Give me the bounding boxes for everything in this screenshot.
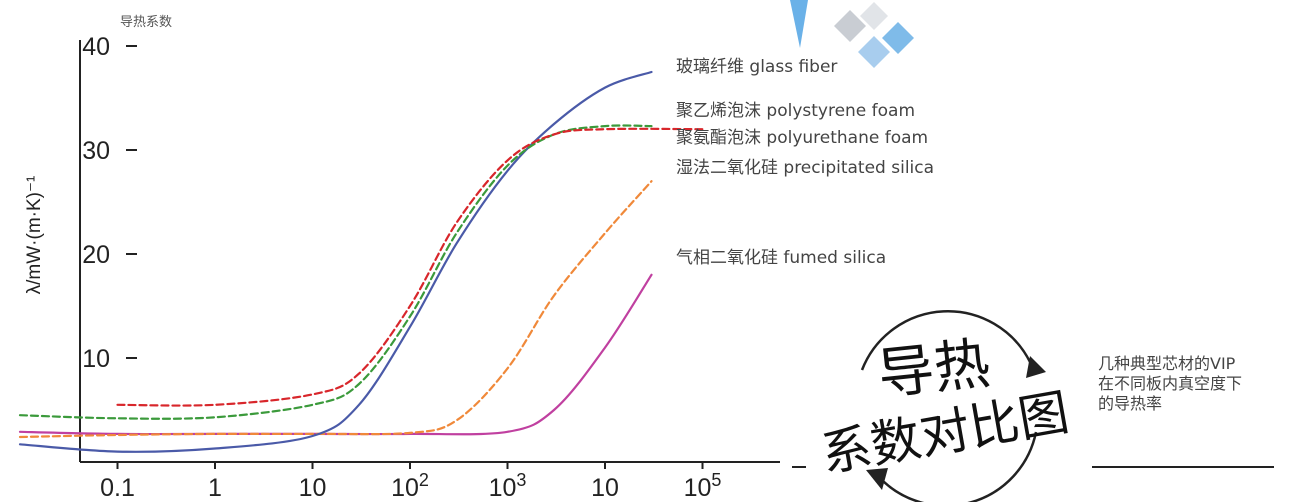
y-ticks: 10 20 30 40 [82,33,137,373]
x-tick-label: 0.1 [100,474,135,502]
series-line [18,70,653,453]
badge-arrow-left-icon [866,468,888,490]
watermark-logo [790,0,914,68]
y-tick-label: 20 [82,241,110,269]
caption-line: 的导热率 [1098,394,1163,413]
legend-entry: 聚氨酯泡沫 polyurethane foam [676,128,928,148]
series-line [116,127,704,407]
x-tick-label: 102 [391,470,429,502]
legend-entry: 聚乙烯泡沫 polystyrene foam [676,101,915,121]
badge-arc-top [860,310,1032,371]
badge-arrow-right-icon [1026,356,1046,378]
legend: 玻璃纤维 glass fiber 聚乙烯泡沫 polystyrene foam 聚氨… [676,57,934,268]
x-tick-label: 10 [299,474,327,502]
y-axis-label: λ/mW·(m·K)⁻¹ [24,176,45,295]
series-line [18,273,653,436]
legend-entry: 气相二氧化硅 fumed silica [676,248,886,268]
y-tick-label: 30 [82,137,110,165]
caption-line: 在不同板内真空度下 [1098,374,1243,393]
series-line [18,124,653,420]
series-lines [18,70,704,453]
series-line [18,180,653,439]
legend-entry: 湿法二氧化硅 precipitated silica [676,158,934,178]
title-badge: 导热 系数对比图 [817,310,1073,502]
axes [79,40,1274,468]
y-tick-label: 40 [82,33,110,61]
x-tick-label: 103 [489,470,527,502]
caption-line: 几种典型芯材的VIP [1098,354,1236,373]
x-tick-label: 1 [208,474,222,502]
y-axis-caption: 导热系数 [120,15,172,30]
y-tick-label: 10 [82,345,110,373]
x-tick-label: 105 [684,470,722,502]
legend-entry: 玻璃纤维 glass fiber [676,57,837,77]
badge-arc-bottom [877,431,1038,502]
side-caption: 几种典型芯材的VIP 在不同板内真空度下 的导热率 [1098,354,1303,414]
x-ticks: 0.1 1 10 102 103 10 105 [100,462,721,502]
x-tick-label: 10 [591,474,619,502]
badge-title-line1: 导热 [875,331,993,407]
